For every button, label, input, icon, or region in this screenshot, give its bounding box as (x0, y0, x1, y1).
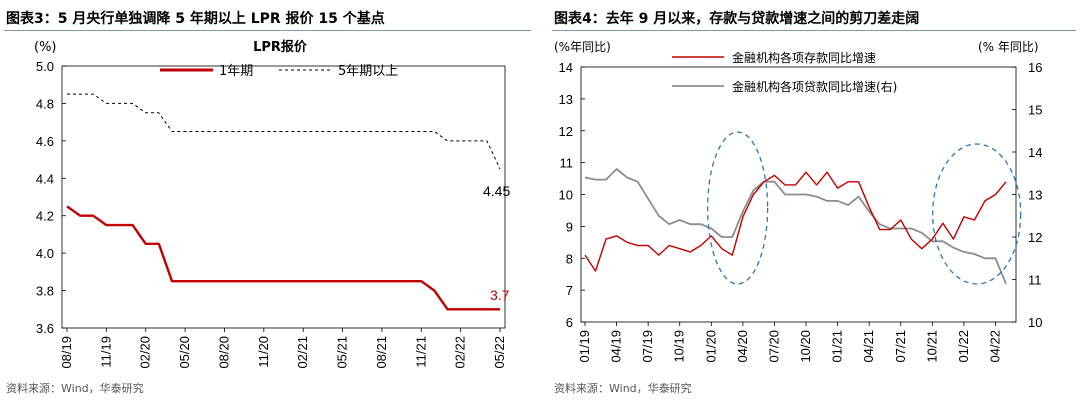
x-tick-label: 08/19 (59, 336, 74, 369)
x-tick-label: 10/19 (672, 330, 687, 363)
left-y-tick-label: 9 (566, 219, 573, 234)
x-tick-label: 05/21 (335, 336, 350, 369)
y-tick-label: 4.4 (36, 171, 54, 186)
y-tick-label: 4.0 (36, 246, 54, 261)
series-line-loans (585, 169, 1006, 284)
end-label-1y: 3.7 (490, 287, 510, 303)
lpr-chart: (%) LPR报价 5.0 4.8 4.6 4.4 4.2 4.0 3.8 3.6 08/19 11/… (0, 32, 535, 407)
highlight-ellipse-2020 (708, 132, 768, 284)
x-tick-label: 01/19 (577, 330, 592, 363)
title-divider (4, 30, 531, 31)
series-line-5y (67, 94, 500, 169)
y-tick-label: 4.8 (36, 96, 54, 111)
left-y-tick-label: 11 (560, 156, 574, 171)
x-tick-label: 05/22 (492, 336, 507, 369)
legend-label-deposits: 金融机构各项存款同比增速 (732, 50, 876, 65)
left-y-tick-label: 10 (559, 188, 573, 203)
left-y-tick-label: 13 (559, 92, 573, 107)
source-note: 资料来源：Wind，华泰研究 (554, 380, 692, 396)
x-tick-label: 02/22 (453, 336, 468, 369)
y-tick-label: 3.6 (36, 321, 54, 336)
x-tick-label: 08/20 (216, 336, 231, 369)
x-tick-label: 01/22 (956, 330, 971, 363)
left-y-tick-label: 7 (566, 283, 573, 298)
highlight-ellipse-2022 (933, 144, 1021, 284)
plot-frame (62, 66, 505, 328)
y-tick-label: 3.8 (36, 284, 54, 299)
left-axis-label: (%年同比) (554, 40, 611, 54)
right-y-tick-label: 15 (1028, 103, 1042, 118)
right-axis-label: (% 年同比) (978, 40, 1039, 54)
left-y-tick-label: 6 (566, 315, 573, 330)
legend-label-loans: 金融机构各项贷款同比增速(右) (732, 79, 897, 94)
x-tick-label: 07/21 (893, 330, 908, 363)
left-y-tick-label: 8 (566, 251, 573, 266)
left-y-tick-label: 14 (559, 60, 573, 75)
deposit-loan-growth-chart: (%年同比) (% 年同比) 14 13 12 11 10 9 8 7 6 16 15 14 13 12 11 1… (548, 32, 1080, 407)
x-tick-label: 04/22 (987, 330, 1002, 363)
series-line-deposits (585, 172, 1006, 271)
x-tick-label: 04/20 (735, 330, 750, 363)
right-y-tick-label: 14 (1028, 145, 1042, 160)
x-tick-label: 10/21 (924, 330, 939, 363)
legend-label-5y: 5年期以上 (338, 64, 398, 79)
chart-title: LPR报价 (253, 40, 308, 55)
x-tick-label: 04/21 (861, 330, 876, 363)
x-tick-label: 11/20 (256, 336, 271, 368)
y-tick-label: 4.2 (36, 209, 54, 224)
right-y-tick-label: 11 (1028, 273, 1042, 288)
x-tick-label: 10/20 (798, 330, 813, 363)
x-tick-label: 02/20 (138, 336, 153, 369)
y-axis-label: (%) (34, 40, 57, 55)
left-figure-panel: 图表3：5 月央行单独调降 5 年期以上 LPR 报价 15 个基点 (%) LP… (0, 0, 535, 409)
x-tick-label: 01/20 (703, 330, 718, 363)
x-tick-label: 05/20 (177, 336, 192, 369)
y-tick-label: 4.6 (36, 134, 54, 149)
x-tick-label: 07/20 (766, 330, 781, 363)
source-note: 资料来源：Wind，华泰研究 (6, 380, 144, 396)
right-y-tick-label: 12 (1028, 230, 1042, 245)
x-tick-label: 01/21 (830, 330, 845, 363)
figure-title: 图表4：去年 9 月以来，存款与贷款增速之间的剪刀差走阔 (554, 8, 919, 28)
x-tick-label: 04/19 (609, 330, 624, 363)
x-tick-label: 02/21 (295, 336, 310, 369)
figure-title: 图表3：5 月央行单独调降 5 年期以上 LPR 报价 15 个基点 (6, 8, 385, 28)
series-line-1y (67, 206, 500, 309)
right-y-tick-label: 10 (1028, 315, 1042, 330)
right-y-tick-label: 16 (1028, 60, 1042, 75)
legend-label-1y: 1年期 (219, 64, 253, 79)
title-divider (552, 30, 1076, 31)
left-y-tick-label: 12 (559, 124, 573, 139)
x-tick-label: 11/19 (98, 336, 113, 368)
y-tick-label: 5.0 (36, 59, 54, 74)
x-tick-label: 07/19 (640, 330, 655, 363)
x-tick-label: 11/21 (413, 336, 428, 368)
right-y-tick-label: 13 (1028, 188, 1042, 203)
end-label-5y: 4.45 (483, 183, 510, 199)
right-figure-panel: 图表4：去年 9 月以来，存款与贷款增速之间的剪刀差走阔 (%年同比) (% 年同… (548, 0, 1080, 409)
x-tick-label: 08/21 (374, 336, 389, 369)
